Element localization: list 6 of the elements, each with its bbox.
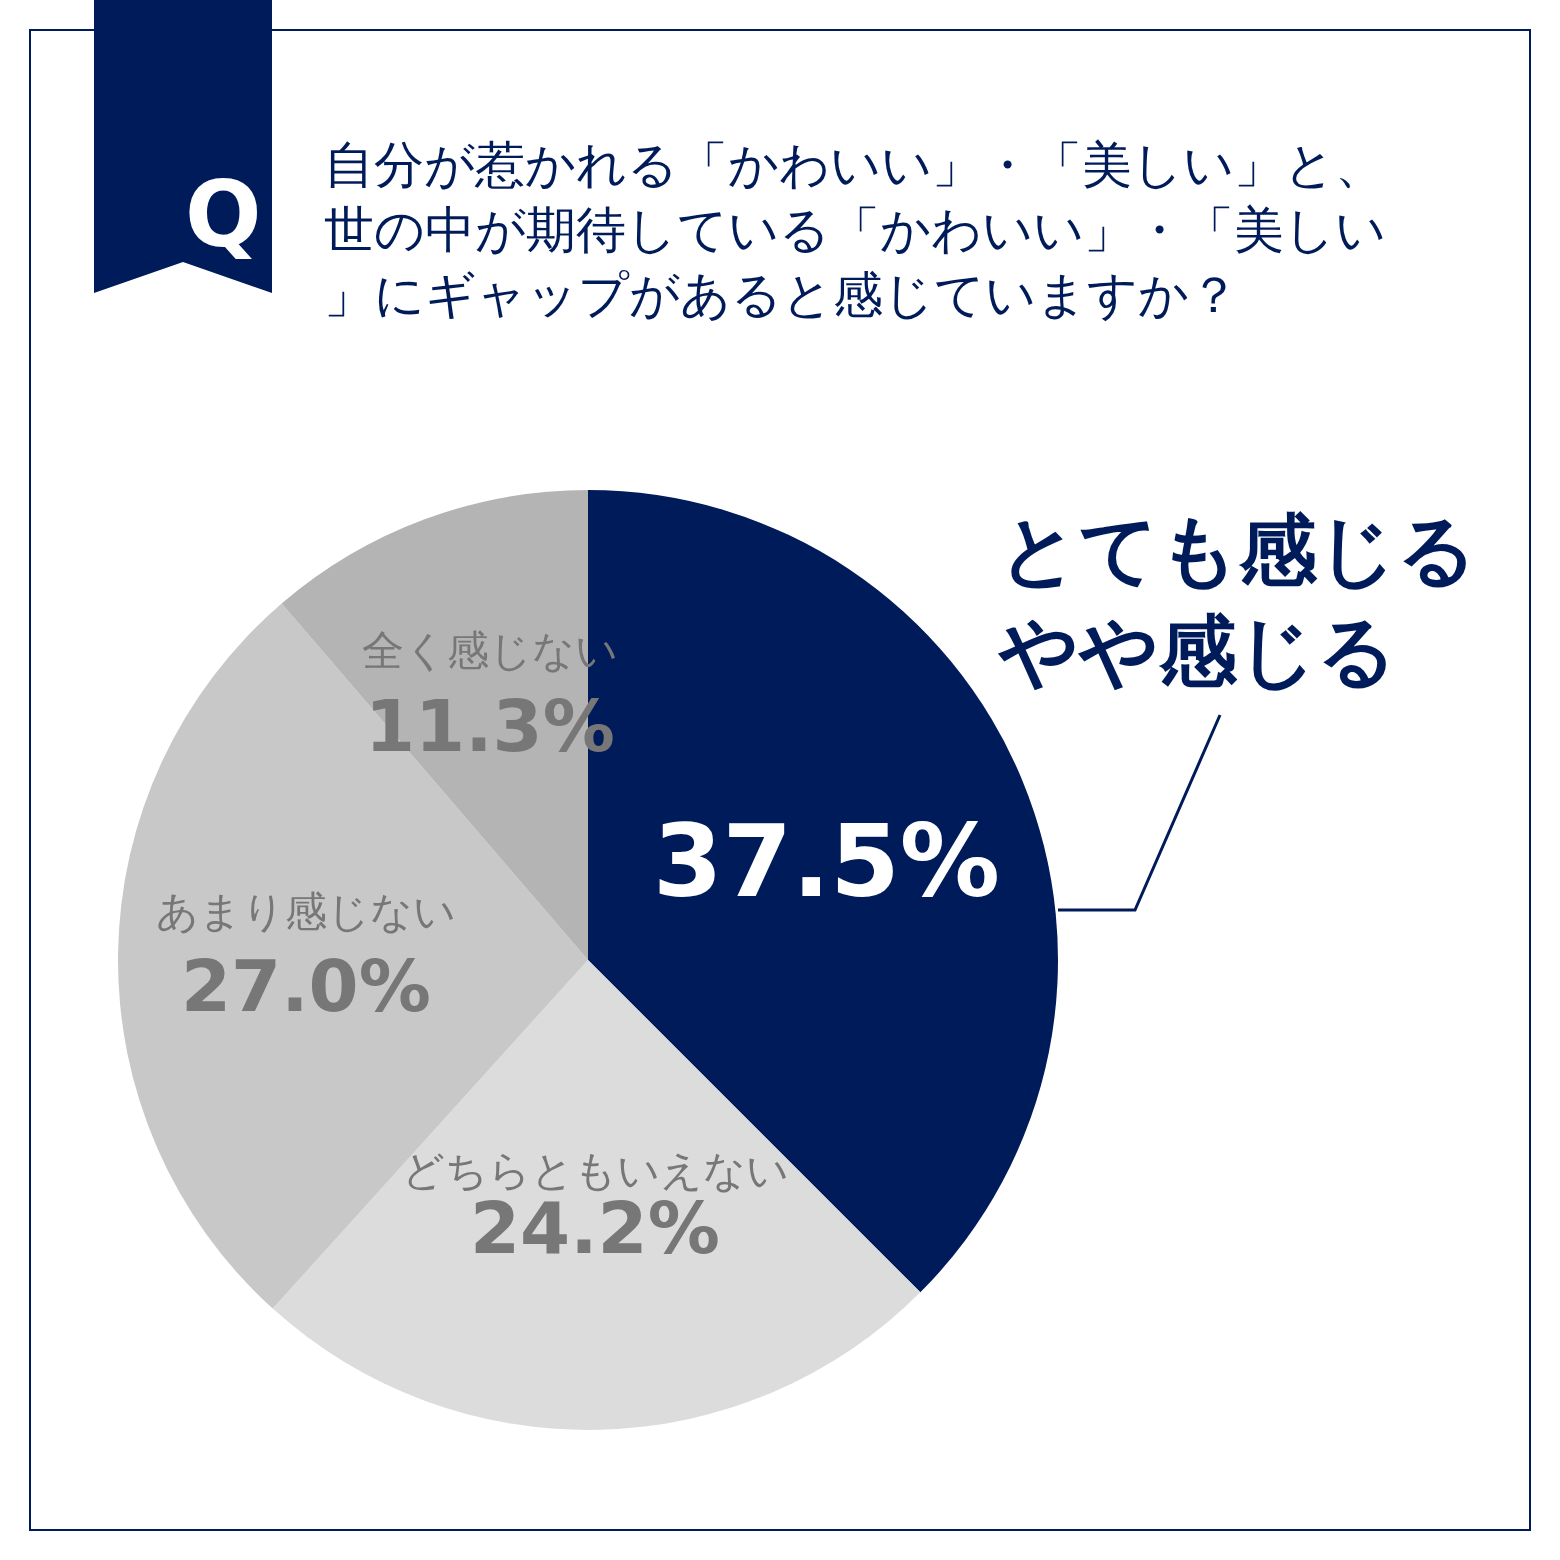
slice-label: とても感じるやや感じる [997,505,1477,697]
text: Q [185,162,262,267]
data-label: 27.0% [181,944,431,1028]
slice-label: あまり感じない [156,887,456,936]
data-label: 37.5% [653,803,1000,920]
chart-title: 自分が惹かれる「かわいい」・「美しい」と、世の中が期待している「かわいい」・「美しい」にギャップがあると感じていますか？ [324,136,1386,324]
